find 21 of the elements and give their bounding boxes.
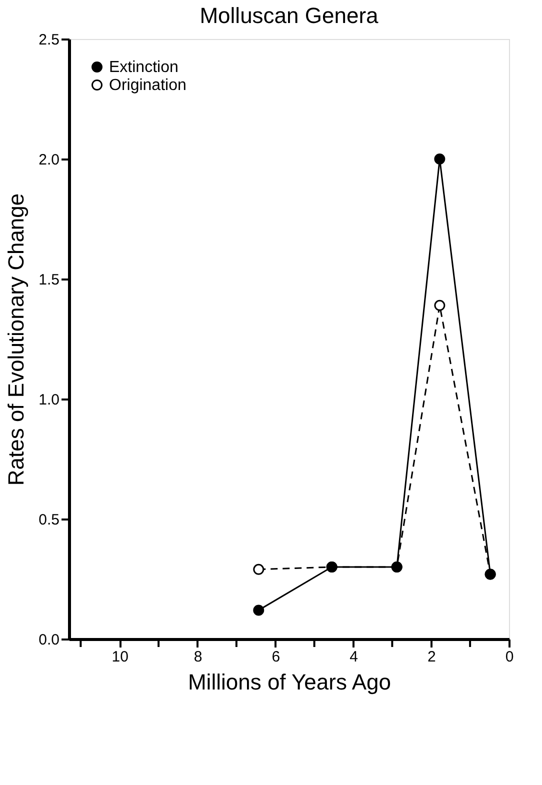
y-tick-label: 1.0 (38, 392, 60, 408)
x-tick-label: 8 (194, 648, 202, 666)
y-tick-label: 0.0 (38, 632, 60, 648)
point (253, 604, 264, 616)
point (434, 300, 446, 311)
x-tick-label: 2 (427, 648, 436, 666)
legend-label: Origination (109, 77, 186, 94)
x-tick-label: 6 (272, 648, 280, 666)
y-tick-label: 0.5 (38, 512, 60, 528)
y-tick-label: 2.0 (38, 152, 60, 168)
x-tick-label: 0 (505, 648, 514, 666)
legend-label: Extinction (109, 59, 178, 76)
y-tick-label: 1.5 (38, 272, 60, 288)
y-tick-label: 2.5 (38, 32, 60, 48)
x-tick-label: 4 (350, 648, 358, 666)
x-tick-label: 10 (112, 648, 128, 666)
y-axis-title: Rates of Evolutionary Change (4, 193, 29, 486)
point (434, 154, 446, 164)
x-axis-title: Millions of Years Ago (188, 670, 392, 694)
chart-title: Molluscan Genera (200, 3, 380, 28)
point (253, 564, 264, 575)
